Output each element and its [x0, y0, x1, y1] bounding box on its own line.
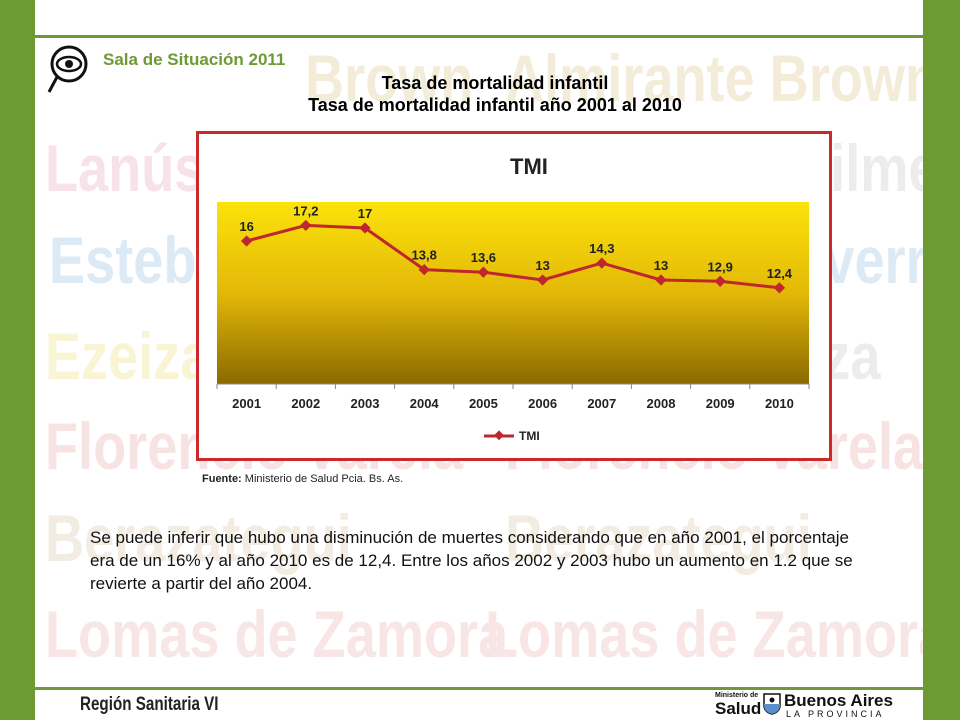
data-point-marker — [596, 257, 608, 269]
logo-text: Sala de Situación 2011 — [103, 50, 286, 69]
eye-magnifier-icon — [47, 45, 88, 93]
x-tick-label: 2008 — [647, 396, 676, 411]
x-tick-label: 2003 — [351, 396, 380, 411]
x-tick-label: 2006 — [528, 396, 557, 411]
x-tick-label: 2004 — [410, 396, 440, 411]
data-label: 17,2 — [293, 203, 318, 218]
chart-title: TMI — [510, 154, 548, 179]
data-point-marker — [418, 263, 430, 276]
legend-label: TMI — [519, 429, 540, 443]
data-point-marker — [655, 274, 667, 286]
la-provincia-label: LA PROVINCIA — [786, 709, 885, 719]
x-tick-label: 2007 — [587, 396, 616, 411]
ministry-logo: Ministerio de Salud Buenos Aires LA PROV… — [713, 690, 913, 720]
source-label: Fuente: — [202, 473, 242, 485]
data-label: 14,3 — [589, 241, 614, 256]
data-point-marker — [714, 275, 726, 287]
data-point-marker — [773, 282, 786, 294]
legend-marker — [494, 430, 504, 441]
data-label-group: 16 17,2 17 13,8 13,6 13 14,3 13 12,9 12,4 — [239, 203, 792, 280]
x-tick-label: 2010 — [765, 396, 794, 411]
data-point-marker — [477, 266, 490, 278]
title-block: Tasa de mortalidad infantil Tasa de mort… — [235, 72, 755, 116]
data-label: 13,8 — [412, 248, 437, 263]
bottom-divider — [35, 687, 923, 690]
buenos-aires-label: Buenos Aires — [784, 691, 893, 710]
data-label: 16 — [239, 219, 253, 234]
data-label: 13 — [654, 258, 668, 273]
region-label: Región Sanitaria VI — [80, 694, 219, 715]
source-note: Fuente: Ministerio de Salud Pcia. Bs. As… — [202, 473, 403, 485]
province-shield-icon — [763, 693, 781, 715]
watermark-word: Lomas de Zamora — [45, 597, 509, 671]
chart-container: TMI 2001 2002 2003 2004 2005 2006 2007 2008 2009… — [196, 131, 832, 461]
data-label: 17 — [358, 206, 372, 221]
x-label-group: 2001 2002 2003 2004 2005 2006 2007 2008 2009 2010 — [232, 396, 794, 411]
ministerio-label: Ministerio de — [715, 692, 759, 699]
watermark-word: Ezeiza — [45, 319, 211, 393]
legend: TMI — [484, 429, 540, 443]
watermark-word: Lanús — [45, 131, 205, 205]
plot-area — [217, 202, 809, 384]
page-subtitle: Tasa de mortalidad infantil año 2001 al … — [308, 95, 682, 115]
data-label: 12,9 — [708, 259, 733, 274]
x-tick-label: 2002 — [291, 396, 320, 411]
page-title: Tasa de mortalidad infantil — [381, 73, 609, 93]
source-text: Ministerio de Salud Pcia. Bs. As. — [244, 473, 404, 485]
description-text: Se puede inferir que hubo una disminució… — [90, 528, 853, 593]
x-tick-label: 2001 — [232, 396, 261, 411]
data-point-marker — [240, 235, 253, 247]
data-point-marker — [536, 274, 549, 286]
x-tick-label: 2009 — [706, 396, 735, 411]
salud-label: Salud — [715, 699, 762, 718]
x-tick-label: 2005 — [469, 396, 498, 411]
data-label: 13 — [535, 258, 549, 273]
sala-logo: Sala de Situación 2011 — [43, 40, 303, 96]
tmi-line-chart: TMI 2001 2002 2003 2004 2005 2006 2007 2008 2009… — [216, 154, 810, 443]
data-label: 13,6 — [471, 250, 496, 265]
marker-group — [240, 219, 786, 294]
data-point-marker — [300, 219, 312, 232]
x-tick-group — [216, 384, 810, 389]
data-label: 12,4 — [767, 266, 793, 281]
watermark-word: Lomas de Zamora — [485, 597, 923, 671]
series-line-tmi — [246, 223, 780, 290]
top-divider — [35, 35, 923, 38]
